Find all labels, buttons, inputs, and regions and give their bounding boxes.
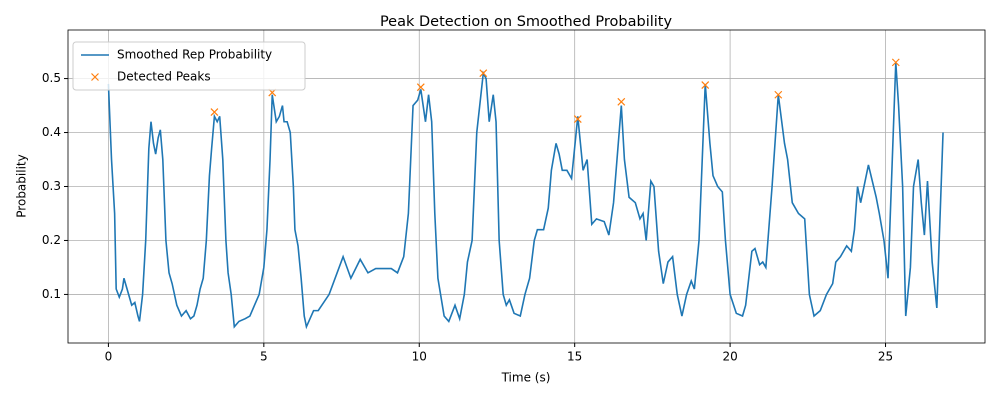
legend-box [72, 41, 306, 91]
x-tick-label: 10 [412, 350, 427, 364]
y-tick-label: 0.2 [42, 233, 61, 247]
peak-marker [210, 108, 219, 116]
x-tick-label: 5 [260, 350, 268, 364]
peak-marker [573, 115, 582, 123]
x-tick-label: 20 [722, 350, 737, 364]
peak-marker [416, 83, 425, 92]
peak-marker [701, 81, 710, 89]
legend-swatch [91, 73, 99, 81]
chart-title: Peak Detection on Smoothed Probability [380, 14, 673, 30]
peak-marker [479, 69, 488, 78]
y-tick-label: 0.5 [42, 71, 61, 85]
peak-marker [617, 97, 626, 106]
y-tick-label: 0.4 [42, 125, 61, 139]
x-tick-label: 0 [105, 350, 113, 364]
data-line [107, 62, 944, 330]
y-tick-label: 0.1 [42, 287, 61, 301]
peak-marker [891, 58, 900, 67]
legend-label: Detected Peaks [117, 70, 211, 84]
y-axis-label: Probability [15, 154, 29, 217]
legend-label: Smoothed Rep Probability [117, 48, 272, 62]
x-axis-label: Time (s) [501, 371, 551, 385]
peak-marker [774, 90, 783, 99]
y-tick-label: 0.3 [42, 179, 61, 193]
x-tick-label: 15 [567, 350, 582, 364]
x-tick-label: 25 [878, 350, 893, 364]
plot-frame [67, 29, 986, 344]
